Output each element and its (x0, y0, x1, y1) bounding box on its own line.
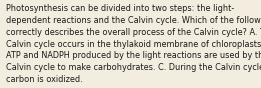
Text: Calvin cycle to make carbohydrates. C. During the Calvin cycle,: Calvin cycle to make carbohydrates. C. D… (6, 63, 261, 72)
Text: Photosynthesis can be divided into two steps: the light-: Photosynthesis can be divided into two s… (6, 4, 234, 13)
Text: carbon is oxidized.: carbon is oxidized. (6, 75, 82, 84)
Text: correctly describes the overall process of the Calvin cycle? A. The: correctly describes the overall process … (6, 28, 261, 37)
Text: dependent reactions and the Calvin cycle. Which of the following: dependent reactions and the Calvin cycle… (6, 16, 261, 25)
Text: Calvin cycle occurs in the thylakoid membrane of chloroplasts. B.: Calvin cycle occurs in the thylakoid mem… (6, 40, 261, 49)
Text: ATP and NADPH produced by the light reactions are used by the: ATP and NADPH produced by the light reac… (6, 51, 261, 60)
